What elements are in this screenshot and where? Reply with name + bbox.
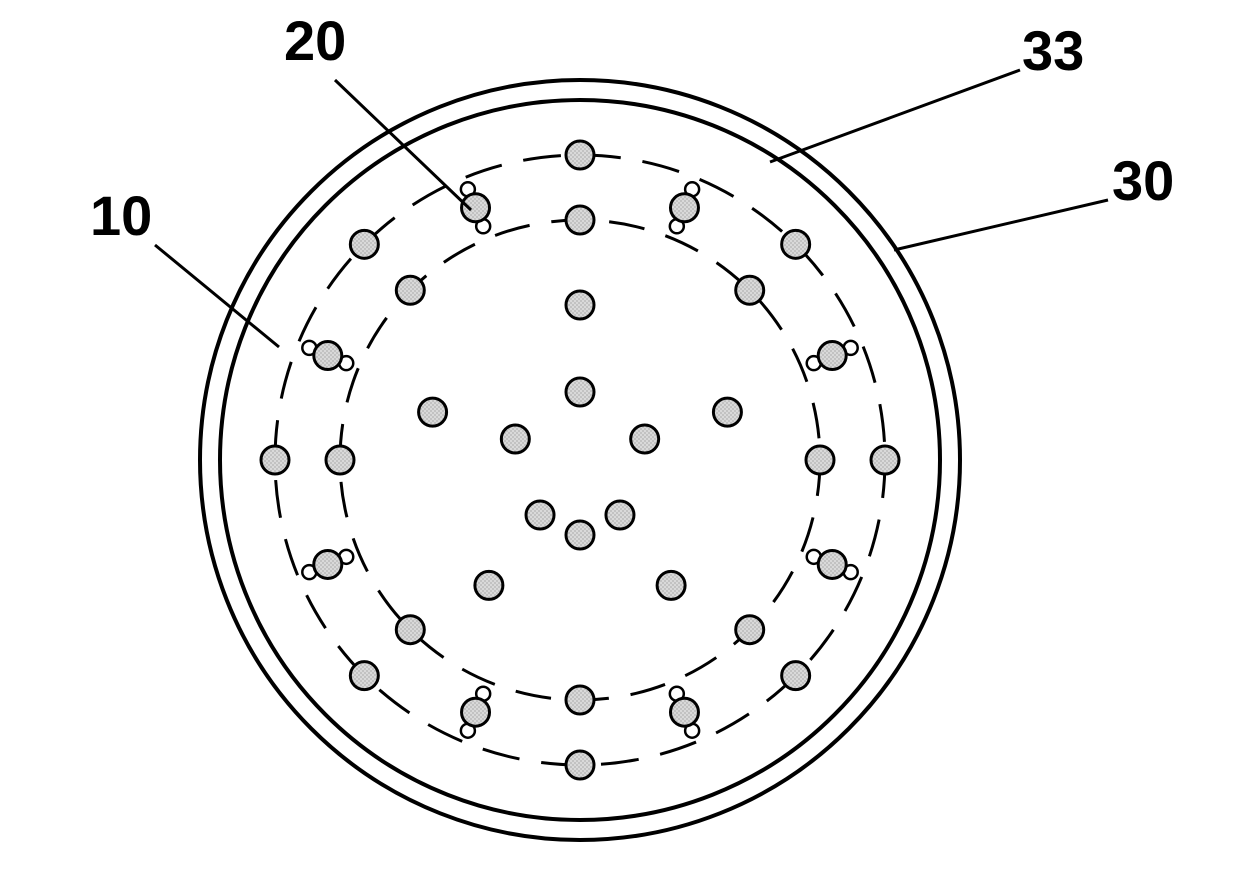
dot xyxy=(606,501,634,529)
dot xyxy=(326,446,354,474)
dot xyxy=(475,571,503,599)
dot xyxy=(736,616,764,644)
dot xyxy=(670,194,698,222)
callout-labels: 33 30 20 10 xyxy=(90,9,1174,347)
label-33: 33 xyxy=(1022,19,1084,82)
dot xyxy=(670,698,698,726)
dot xyxy=(526,501,554,529)
label-30: 30 xyxy=(1112,149,1174,212)
dot xyxy=(396,276,424,304)
dot xyxy=(782,230,810,258)
dot xyxy=(350,662,378,690)
label-20: 20 xyxy=(284,9,346,72)
dot xyxy=(419,398,447,426)
dot xyxy=(657,571,685,599)
dot xyxy=(396,616,424,644)
dot xyxy=(501,425,529,453)
leader-line xyxy=(894,200,1108,250)
dot xyxy=(566,686,594,714)
leader-line xyxy=(770,70,1020,162)
leader-line xyxy=(335,80,471,210)
dot xyxy=(566,206,594,234)
dot xyxy=(782,662,810,690)
outer-ring xyxy=(200,80,960,840)
dot xyxy=(818,342,846,370)
dot xyxy=(462,194,490,222)
dot xyxy=(631,425,659,453)
dot xyxy=(350,230,378,258)
inner-dots xyxy=(419,291,742,599)
dot xyxy=(806,446,834,474)
dot xyxy=(818,550,846,578)
triplet-clusters xyxy=(302,182,857,737)
dot xyxy=(314,550,342,578)
dot xyxy=(566,521,594,549)
label-10: 10 xyxy=(90,184,152,247)
dot xyxy=(462,698,490,726)
dot xyxy=(566,751,594,779)
dot xyxy=(566,291,594,319)
dot xyxy=(261,446,289,474)
ring-dots xyxy=(261,141,899,779)
technical-diagram: 33 30 20 10 xyxy=(0,0,1240,870)
dot xyxy=(736,276,764,304)
dot xyxy=(871,446,899,474)
dot xyxy=(314,342,342,370)
dot xyxy=(713,398,741,426)
dot xyxy=(566,378,594,406)
dot xyxy=(566,141,594,169)
